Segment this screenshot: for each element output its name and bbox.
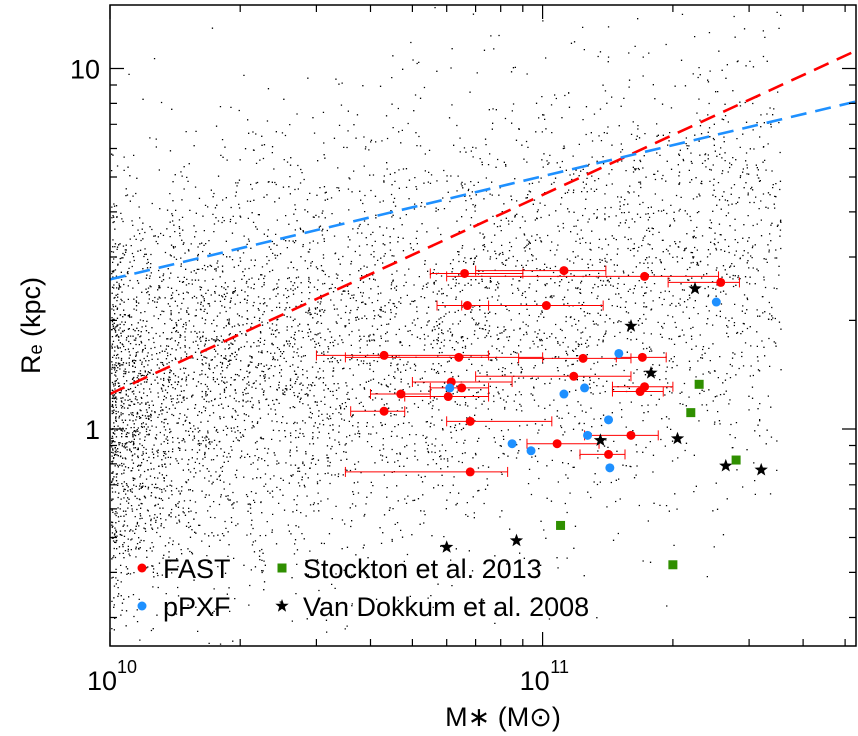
fast-error-bar xyxy=(446,271,720,282)
fast-point xyxy=(541,301,551,311)
legend-entry-van-dokkum-et-al-2008: Van Dokkum et al. 2008 xyxy=(275,592,589,622)
legend-marker-ppxf xyxy=(137,601,147,611)
fast-point xyxy=(559,266,569,276)
fast-point xyxy=(640,271,650,281)
x-tick-label: 10 xyxy=(520,666,550,696)
fast-point xyxy=(465,416,475,426)
van-dokkum-et-al-2008-point xyxy=(688,281,702,295)
fast-point xyxy=(465,467,475,477)
legend: FAST Stockton et al. 2013 pPXF Van Dokkum e… xyxy=(137,554,589,622)
van-dokkum-et-al-2008-point xyxy=(440,540,454,553)
data-markers xyxy=(379,266,768,570)
ppxf-point xyxy=(559,389,569,399)
fast-point xyxy=(626,430,636,440)
fast-point xyxy=(462,301,472,311)
ppxf-point xyxy=(605,463,615,473)
fast-point xyxy=(637,352,647,362)
fast-point xyxy=(578,353,588,363)
series-van-dokkum-et-al-2008 xyxy=(440,281,768,553)
ppxf-point xyxy=(711,297,721,307)
ppxf-point xyxy=(614,348,624,358)
relation-line-2 xyxy=(109,100,857,281)
fast-point xyxy=(457,383,467,393)
stockton-et-al-2013-point xyxy=(694,379,704,389)
van-dokkum-et-al-2008-point xyxy=(593,433,608,446)
fast-error-bar xyxy=(579,449,626,460)
fast-point xyxy=(396,389,406,399)
van-dokkum-et-al-2008-point xyxy=(644,366,658,379)
fast-point xyxy=(443,392,453,402)
relation-line-1 xyxy=(109,49,857,396)
van-dokkum-et-al-2008-point xyxy=(624,319,638,332)
legend-label: pPXF xyxy=(163,592,231,622)
fast-error-bar xyxy=(667,277,740,288)
x-tick-label: 10 xyxy=(87,666,117,696)
fast-point xyxy=(604,449,614,459)
legend-entry-ppxf: pPXF xyxy=(137,592,231,622)
fast-error-bar xyxy=(526,438,600,449)
plot-frame xyxy=(109,4,857,647)
fast-error-bar xyxy=(475,371,632,382)
stockton-et-al-2013-point xyxy=(668,560,678,570)
relation-lines xyxy=(109,49,857,396)
van-dokkum-et-al-2008-point xyxy=(670,431,685,445)
van-dokkum-et-al-2008-point xyxy=(719,458,733,472)
fast-error-bar xyxy=(429,268,524,279)
cloud-points xyxy=(111,6,782,645)
legend-label: Stockton et al. 2013 xyxy=(303,554,542,584)
van-dokkum-et-al-2008-point xyxy=(754,462,768,476)
series-fast xyxy=(379,266,726,477)
legend-label: FAST xyxy=(163,554,231,584)
fast-point xyxy=(569,371,579,381)
y-tick-label: 1 xyxy=(85,415,100,445)
legend-entry-stockton-et-al-2013: Stockton et al. 2013 xyxy=(277,554,542,584)
legend-label: Van Dokkum et al. 2008 xyxy=(303,592,589,622)
fast-error-bar xyxy=(411,376,513,387)
y-axis-label: Rₑ (kpc) xyxy=(16,277,46,374)
y-tick-label: 10 xyxy=(70,54,100,84)
fast-point xyxy=(379,350,389,360)
ppxf-point xyxy=(580,383,590,393)
series-stockton-et-al-2013 xyxy=(556,379,741,570)
fast-error-bar xyxy=(350,406,406,417)
fast-point xyxy=(635,387,645,397)
fast-point xyxy=(454,352,464,362)
tick-marks xyxy=(109,5,856,646)
fast-point xyxy=(379,406,389,416)
stockton-et-al-2013-point xyxy=(686,408,696,418)
fast-error-bar xyxy=(344,466,509,477)
x-axis-label: M∗ (M⊙) xyxy=(445,702,561,732)
legend-entry-fast: FAST xyxy=(137,554,231,584)
x-tick-exponent: 11 xyxy=(550,657,569,677)
legend-marker-stockton-et-al-2013 xyxy=(277,563,287,573)
legend-marker-fast xyxy=(137,563,147,573)
ppxf-point xyxy=(445,383,455,393)
series-ppxf xyxy=(445,297,721,473)
stockton-et-al-2013-point xyxy=(731,455,741,465)
van-dokkum-et-al-2008-point xyxy=(509,533,524,547)
legend-marker-van-dokkum-et-al-2008 xyxy=(275,599,289,612)
x-tick-exponent: 10 xyxy=(117,657,137,677)
fast-error-bar xyxy=(461,300,604,311)
ppxf-point xyxy=(604,415,614,425)
fast-point xyxy=(460,268,470,278)
ppxf-point xyxy=(507,439,517,449)
fast-point xyxy=(716,277,726,287)
fast-error-bar xyxy=(518,353,632,364)
ppxf-point xyxy=(526,446,536,456)
fast-error-bar xyxy=(446,416,553,427)
fast-error-bar xyxy=(344,352,544,363)
error-bars xyxy=(315,265,740,477)
fast-point xyxy=(552,439,562,449)
background-point-cloud xyxy=(111,6,782,645)
ppxf-point xyxy=(583,430,593,440)
stockton-et-al-2013-point xyxy=(556,520,566,530)
axis-ticks xyxy=(109,5,856,646)
fast-error-bar xyxy=(475,265,607,276)
plot-area xyxy=(109,6,857,645)
